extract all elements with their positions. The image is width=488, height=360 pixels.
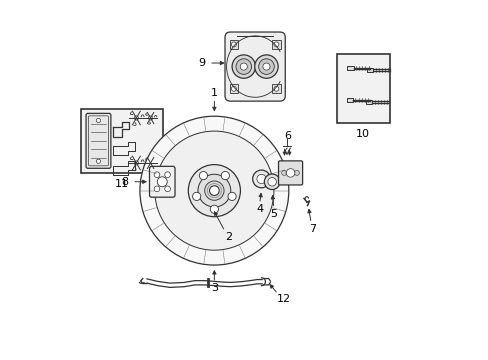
Circle shape xyxy=(281,170,286,175)
Circle shape xyxy=(164,172,170,177)
Circle shape xyxy=(285,170,290,175)
Text: 9: 9 xyxy=(198,58,205,68)
Bar xyxy=(229,40,238,49)
Bar xyxy=(346,66,353,71)
Circle shape xyxy=(155,131,273,250)
Circle shape xyxy=(273,86,278,91)
Circle shape xyxy=(204,181,224,200)
Text: 6: 6 xyxy=(284,131,291,141)
Circle shape xyxy=(263,63,269,70)
Circle shape xyxy=(192,192,201,201)
Circle shape xyxy=(264,174,279,190)
Circle shape xyxy=(254,55,278,78)
Bar xyxy=(366,100,372,104)
Bar xyxy=(336,54,389,123)
Circle shape xyxy=(267,177,276,186)
Bar xyxy=(272,85,280,93)
Circle shape xyxy=(154,186,160,192)
FancyBboxPatch shape xyxy=(149,166,175,197)
Text: 12: 12 xyxy=(276,294,290,304)
Circle shape xyxy=(221,171,229,180)
Circle shape xyxy=(164,186,170,192)
Circle shape xyxy=(148,116,152,120)
Bar xyxy=(272,40,280,49)
FancyBboxPatch shape xyxy=(224,32,285,101)
Circle shape xyxy=(209,186,219,195)
Circle shape xyxy=(240,63,247,70)
Circle shape xyxy=(252,170,270,188)
Circle shape xyxy=(198,174,230,207)
Circle shape xyxy=(188,165,240,217)
Text: 4: 4 xyxy=(256,204,263,214)
Text: 10: 10 xyxy=(356,129,369,139)
Circle shape xyxy=(134,161,138,165)
Bar xyxy=(81,109,163,173)
Circle shape xyxy=(134,116,138,120)
Text: 1: 1 xyxy=(210,88,218,98)
Bar xyxy=(229,85,238,93)
Circle shape xyxy=(258,59,274,75)
Text: 8: 8 xyxy=(121,177,128,187)
Text: 5: 5 xyxy=(270,209,277,219)
Circle shape xyxy=(290,170,295,175)
Circle shape xyxy=(154,172,160,177)
Text: 2: 2 xyxy=(224,232,232,242)
Circle shape xyxy=(236,59,251,75)
Circle shape xyxy=(227,192,236,201)
Circle shape xyxy=(286,168,294,177)
Circle shape xyxy=(157,177,167,187)
FancyBboxPatch shape xyxy=(86,113,111,168)
Circle shape xyxy=(199,171,207,180)
Circle shape xyxy=(256,174,265,184)
Circle shape xyxy=(231,86,236,91)
Circle shape xyxy=(96,118,101,123)
Circle shape xyxy=(96,159,101,163)
Bar xyxy=(366,68,372,72)
Circle shape xyxy=(273,42,278,47)
Text: 3: 3 xyxy=(210,283,218,293)
Circle shape xyxy=(210,205,218,213)
Bar xyxy=(346,98,352,102)
Text: 7: 7 xyxy=(309,224,316,234)
Text: 11: 11 xyxy=(115,179,129,189)
Circle shape xyxy=(148,161,152,165)
Circle shape xyxy=(140,116,288,265)
Circle shape xyxy=(231,42,236,47)
FancyBboxPatch shape xyxy=(278,161,302,185)
Circle shape xyxy=(232,55,255,78)
Circle shape xyxy=(294,170,299,175)
